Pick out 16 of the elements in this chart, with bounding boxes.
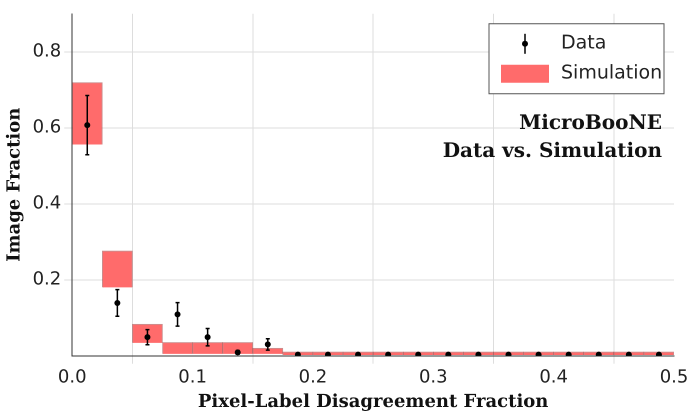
legend-label: Data xyxy=(561,32,606,54)
annotation: MicroBooNE xyxy=(519,110,662,134)
x-axis-title: Pixel-Label Disagreement Fraction xyxy=(198,390,548,412)
x-tick-label: 0.2 xyxy=(298,366,328,388)
y-tick-label: 0.6 xyxy=(32,116,62,138)
x-tick-label: 0.3 xyxy=(418,366,448,388)
x-tick-label: 0.4 xyxy=(539,366,568,388)
y-tick-label: 0.2 xyxy=(32,268,62,290)
x-tick-label: 0.5 xyxy=(660,366,688,388)
y-axis-title: Image Fraction xyxy=(3,108,24,262)
x-tick-label: 0.0 xyxy=(58,366,87,388)
x-tick-label: 0.1 xyxy=(178,366,207,388)
y-tick-label: 0.8 xyxy=(32,40,62,62)
legend-label: Simulation xyxy=(561,62,662,84)
y-tick-label: 0.4 xyxy=(32,192,62,214)
annotation: Data vs. Simulation xyxy=(442,138,662,162)
